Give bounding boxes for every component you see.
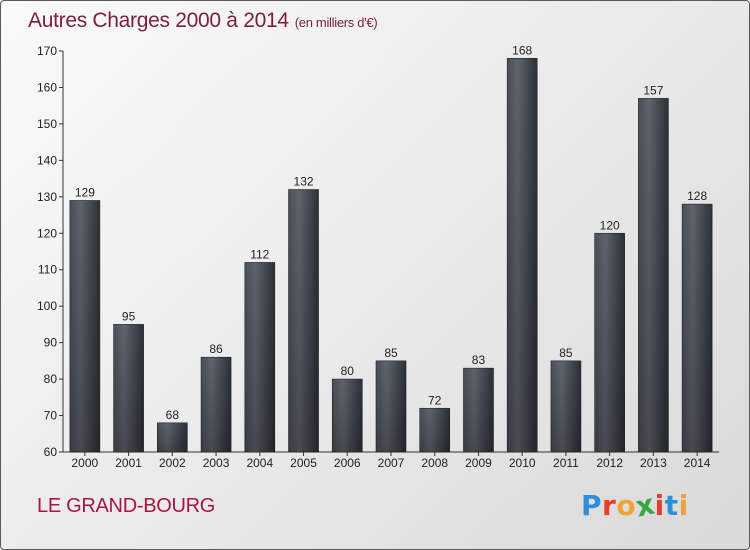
bar-2011: 85 — [550, 346, 582, 453]
y-tick-label: 90 — [44, 336, 58, 350]
x-tick-label: 2004 — [246, 456, 273, 470]
bar-2006: 80 — [331, 364, 363, 453]
x-tick-label: 2014 — [684, 456, 711, 470]
bar-value-label: 157 — [643, 83, 663, 97]
y-tick-label: 80 — [44, 372, 58, 386]
location-label: LE GRAND-BOURG — [37, 495, 216, 517]
bar-value-label: 68 — [166, 408, 180, 422]
x-tick-label: 2011 — [553, 456, 579, 470]
x-tick-label: 2010 — [509, 456, 536, 470]
logo-letter: i — [678, 489, 689, 522]
bar-2013: 157 — [638, 83, 669, 453]
bar-value-label: 85 — [384, 346, 398, 360]
logo-letter: i — [654, 489, 665, 522]
x-tick-label: 2013 — [640, 456, 667, 470]
logo-letter: P — [581, 489, 603, 522]
bar-shade — [157, 422, 188, 452]
y-tick-label: 60 — [44, 445, 58, 459]
y-tick-label: 110 — [38, 263, 57, 277]
bar-2005: 132 — [288, 175, 319, 453]
bar-2000: 129 — [69, 185, 101, 453]
logo-letter: t — [664, 489, 679, 522]
x-tick-label: 2008 — [421, 456, 448, 470]
bar-value-label: 95 — [122, 309, 136, 323]
bar-2010: 168 — [506, 43, 538, 453]
bar-value-label: 120 — [600, 218, 620, 232]
y-tick-label: 170 — [37, 44, 57, 58]
bar-2001: 95 — [113, 309, 144, 453]
y-tick-label: 70 — [44, 409, 58, 423]
y-tick-label: 100 — [37, 299, 57, 313]
bar-shade — [419, 408, 450, 452]
x-tick-label: 2001 — [115, 456, 142, 470]
x-tick-label: 2007 — [378, 456, 405, 470]
bar-2007: 85 — [375, 346, 407, 453]
bars: 129 95 68 86 112 132 80 85 72 83 168 85 120 157 128 — [69, 43, 713, 453]
bar-shade — [682, 204, 713, 452]
bar-value-label: 168 — [512, 43, 532, 57]
x-tick-label: 2003 — [203, 456, 230, 470]
y-tick-label: 140 — [37, 153, 57, 167]
bar-shade — [113, 324, 144, 452]
bar-shade — [638, 98, 669, 453]
x-tick-label: 2000 — [72, 456, 99, 470]
x-tick-label: 2009 — [465, 456, 492, 470]
x-tick-label: 2012 — [596, 456, 623, 470]
bar-value-label: 86 — [209, 342, 223, 356]
x-tick-label: 2006 — [334, 456, 361, 470]
proxiti-logo: Proxiti — [581, 487, 689, 523]
bar-shade — [288, 189, 319, 452]
bar-2009: 83 — [463, 353, 494, 453]
bar-2004: 112 — [244, 247, 276, 453]
x-tick-label: 2002 — [159, 456, 186, 470]
bar-2003: 86 — [200, 342, 232, 453]
bar-shade — [507, 58, 538, 453]
bar-value-label: 80 — [341, 364, 355, 378]
bar-value-label: 132 — [294, 175, 314, 189]
chart-subtitle: (en milliers d'€) — [294, 15, 378, 30]
bar-shade — [332, 379, 363, 452]
chart-title-text: Autres Charges 2000 à 2014 — [28, 9, 289, 32]
x-axis: 2000 2001 2002 2003 2004 2005 2006 2007 2008 2009… — [63, 451, 719, 470]
bar-value-label: 85 — [559, 346, 573, 360]
bar-shade — [376, 360, 406, 452]
bar-2014: 128 — [681, 189, 713, 453]
bar-value-label: 83 — [472, 353, 486, 367]
bar-2012: 120 — [594, 218, 625, 453]
y-axis: 60 70 80 90 100 110 120 130 140 150 160 170 — [37, 44, 64, 459]
logo-letter: o — [616, 489, 637, 522]
bar-shade — [550, 360, 581, 452]
bar-value-label: 112 — [250, 247, 269, 261]
x-tick-label: 2005 — [290, 456, 317, 470]
bar-shade — [244, 262, 275, 452]
y-tick-label: 160 — [37, 80, 57, 94]
y-tick-label: 130 — [37, 190, 57, 204]
bar-2008: 72 — [419, 393, 451, 453]
bar-shade — [594, 233, 625, 452]
bar-value-label: 72 — [428, 393, 442, 407]
logo-letter: r — [602, 489, 617, 522]
bar-shade — [463, 368, 494, 452]
y-tick-label: 150 — [37, 117, 57, 131]
bar-shade — [69, 200, 100, 452]
bar-2002: 68 — [157, 408, 188, 453]
bar-value-label: 128 — [687, 189, 707, 203]
bar-value-label: 129 — [75, 185, 95, 199]
chart-title: Autres Charges 2000 à 2014 (en milliers d… — [28, 9, 378, 33]
y-tick-label: 120 — [37, 226, 57, 240]
bar-shade — [201, 357, 232, 452]
